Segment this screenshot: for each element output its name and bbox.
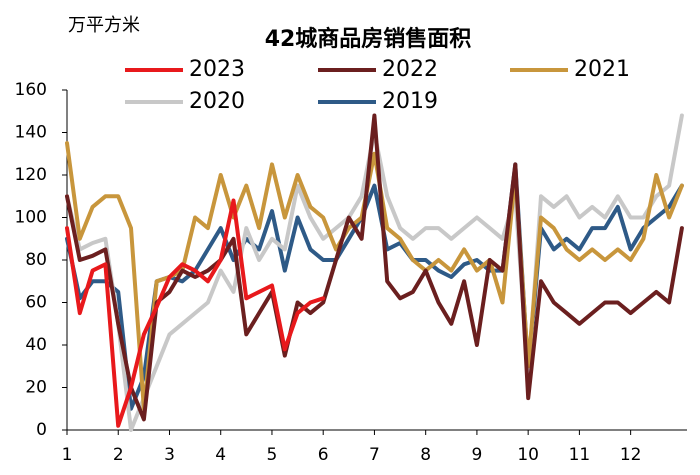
x-tick-label: 1 — [62, 445, 73, 465]
y-tick-label: 120 — [15, 165, 47, 185]
series-line — [65, 162, 684, 411]
x-tick-label: 7 — [369, 445, 380, 465]
x-tick-label: 6 — [318, 445, 329, 465]
x-tick-label: 9 — [472, 445, 483, 465]
x-tick-label: 2 — [113, 445, 124, 465]
y-tick-label: 20 — [25, 378, 47, 398]
chart-title: 42城商品房销售面积 — [265, 26, 472, 52]
y-axis-label: 万平方米 — [68, 15, 140, 36]
y-tick-label: 160 — [15, 80, 47, 100]
y-tick-label: 0 — [36, 420, 47, 440]
x-tick-label: 12 — [620, 445, 642, 465]
legend-label: 2019 — [382, 89, 438, 114]
series-line — [65, 198, 326, 428]
series-line — [65, 141, 684, 411]
y-tick-label: 140 — [15, 123, 47, 143]
y-tick-label: 80 — [25, 250, 47, 270]
x-tick-label: 8 — [420, 445, 431, 465]
x-tick-label: 5 — [267, 445, 278, 465]
legend-label: 2023 — [189, 57, 245, 82]
series-line — [65, 113, 684, 422]
x-tick-label: 4 — [215, 445, 226, 465]
y-tick-label: 100 — [15, 208, 47, 228]
legend-label: 2021 — [574, 57, 630, 82]
legend-label: 2022 — [382, 57, 438, 82]
x-tick-label: 3 — [164, 445, 175, 465]
y-tick-label: 60 — [25, 293, 47, 313]
x-tick-label: 10 — [517, 445, 539, 465]
y-tick-label: 40 — [25, 335, 47, 355]
x-tick-label: 11 — [569, 445, 591, 465]
legend-label: 2020 — [189, 89, 245, 114]
